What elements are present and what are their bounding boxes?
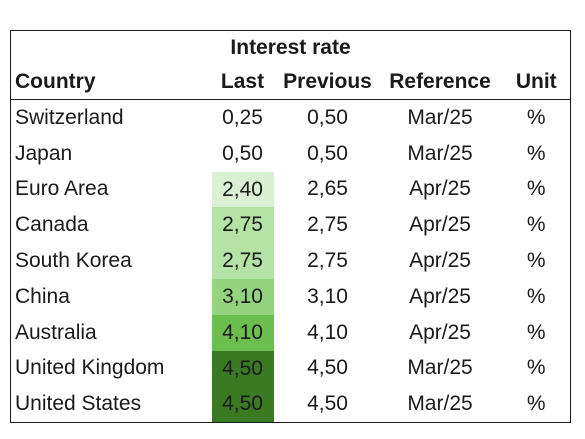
cell-reference: Apr/25 <box>409 284 471 308</box>
table-title-row: Interest rate <box>11 31 571 66</box>
cell-reference: Mar/25 <box>407 105 473 129</box>
cell-reference: Apr/25 <box>409 177 471 201</box>
cell-country: South Korea <box>15 249 132 273</box>
cell-unit: % <box>526 105 546 129</box>
cell-reference: Mar/25 <box>407 356 473 380</box>
cell-previous: 4,50 <box>307 392 348 416</box>
cell-country: United Kingdom <box>15 356 165 380</box>
table-row: South Korea 2,75 2,75 Apr/25 % <box>11 243 571 279</box>
cell-previous: 4,50 <box>307 356 348 380</box>
cell-reference: Apr/25 <box>409 320 471 344</box>
cell-last: 2,75 <box>208 243 278 279</box>
cell-last: 0,25 <box>208 100 278 136</box>
table-row: Australia 4,10 4,10 Apr/25 % <box>11 314 571 351</box>
cell-last: 4,50 <box>208 386 278 423</box>
cell-last: 3,10 <box>208 278 278 315</box>
cell-unit: % <box>526 249 546 273</box>
column-header-country: Country <box>10 65 208 100</box>
table-row: United Kingdom 4,50 4,50 Mar/25 % <box>11 350 571 387</box>
cell-previous: 0,50 <box>307 141 348 165</box>
table-body: Switzerland 0,25 0,50 Mar/25 % Japan 0,5… <box>11 100 571 423</box>
table-row: Switzerland 0,25 0,50 Mar/25 % <box>11 100 571 136</box>
cell-last: 2,75 <box>208 207 278 244</box>
cell-last-value: 4,50 <box>211 350 274 387</box>
cell-unit: % <box>526 141 546 165</box>
cell-last-value: 2,40 <box>211 171 274 208</box>
cell-reference: Apr/25 <box>409 249 471 273</box>
cell-country: Japan <box>15 141 73 165</box>
column-header-last: Last <box>207 65 278 100</box>
cell-country: Switzerland <box>15 105 124 129</box>
cell-last: 4,10 <box>208 314 278 351</box>
cell-last-value: 3,10 <box>211 278 274 315</box>
cell-previous: 2,75 <box>307 249 348 273</box>
table-row: Euro Area 2,40 2,65 Apr/25 % <box>11 171 571 208</box>
table-row: China 3,10 3,10 Apr/25 % <box>11 278 571 315</box>
column-header-reference: Reference <box>377 65 503 100</box>
cell-reference: Mar/25 <box>407 392 473 416</box>
column-header-previous: Previous <box>277 65 378 100</box>
cell-country: Euro Area <box>15 177 109 201</box>
cell-previous: 3,10 <box>307 284 348 308</box>
cell-unit: % <box>526 392 546 416</box>
cell-country: Australia <box>15 320 97 344</box>
cell-last-value: 4,10 <box>211 314 274 351</box>
column-header-unit: Unit <box>502 65 571 100</box>
table-row: United States 4,50 4,50 Mar/25 % <box>11 386 571 423</box>
cell-country: Canada <box>15 213 89 237</box>
cell-country: United States <box>15 392 142 416</box>
cell-last-value: 4,50 <box>211 386 274 423</box>
cell-previous: 2,75 <box>307 213 348 237</box>
cell-last-value: 2,75 <box>211 243 274 279</box>
cell-previous: 4,10 <box>307 320 348 344</box>
cell-unit: % <box>526 320 546 344</box>
cell-unit: % <box>526 284 546 308</box>
cell-last-value: 0,25 <box>211 100 274 136</box>
cell-previous: 0,50 <box>307 105 348 129</box>
interest-rate-table: Interest rate Country Last Previous Refe… <box>10 30 572 424</box>
table-title: Interest rate <box>230 36 351 59</box>
cell-unit: % <box>526 356 546 380</box>
cell-reference: Apr/25 <box>409 213 471 237</box>
interest-rate-table-container: Interest rate Country Last Previous Refe… <box>10 30 572 424</box>
cell-last-value: 2,75 <box>211 207 274 244</box>
cell-last: 4,50 <box>208 350 278 387</box>
table-header-row: Country Last Previous Reference Unit <box>10 65 571 100</box>
cell-unit: % <box>526 213 546 237</box>
cell-previous: 2,65 <box>307 177 348 201</box>
cell-unit: % <box>526 177 546 201</box>
cell-reference: Mar/25 <box>407 141 473 165</box>
cell-last-value: 0,50 <box>211 135 274 172</box>
cell-last: 2,40 <box>208 171 278 208</box>
table-row: Japan 0,50 0,50 Mar/25 % <box>11 135 571 172</box>
table-row: Canada 2,75 2,75 Apr/25 % <box>11 207 571 244</box>
cell-last: 0,50 <box>208 135 278 172</box>
cell-country: China <box>15 284 70 308</box>
